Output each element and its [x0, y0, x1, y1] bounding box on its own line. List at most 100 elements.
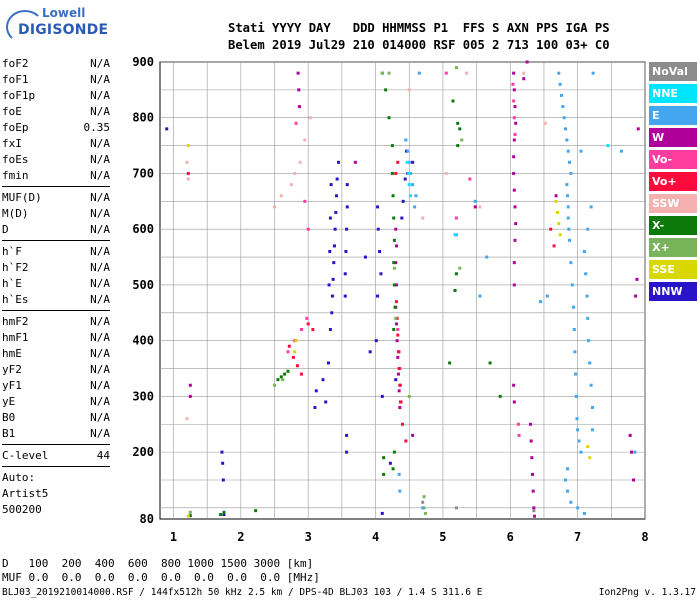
echo-point — [522, 71, 526, 75]
echo-point — [388, 461, 392, 465]
y-tick-label: 200 — [132, 445, 154, 459]
echo-point — [565, 138, 569, 142]
echo-point — [411, 160, 415, 164]
echo-point — [411, 433, 415, 437]
echo-point — [407, 160, 411, 164]
param-value: N/A — [90, 153, 110, 166]
echo-point — [584, 272, 588, 276]
echo-point — [328, 328, 332, 332]
echo-point — [552, 244, 556, 248]
param-row: D N/A — [2, 222, 110, 238]
echo-point — [299, 328, 303, 332]
legend-item: SSW — [649, 194, 697, 213]
echo-point — [380, 394, 384, 398]
echo-point — [405, 160, 409, 164]
echo-point — [569, 261, 573, 265]
echo-point — [303, 199, 307, 203]
echo-point — [582, 511, 586, 515]
echo-point — [588, 361, 592, 365]
param-name: B1 — [2, 427, 16, 440]
echo-point — [330, 294, 334, 298]
d-label: D — [2, 557, 9, 570]
logo-digisonde: DIGISONDE — [18, 22, 109, 38]
param-row: yF2 N/A — [2, 362, 110, 378]
echo-point — [306, 227, 310, 231]
echo-point — [422, 495, 426, 499]
echo-point — [185, 160, 189, 164]
echo-point — [392, 283, 396, 287]
y-tick-label: 900 — [132, 55, 154, 69]
param-name: MUF(D) — [2, 191, 42, 204]
echo-point — [186, 177, 190, 181]
x-tick-label: 1 — [170, 530, 177, 544]
echo-point — [287, 344, 291, 348]
echo-point — [353, 160, 357, 164]
echo-point — [566, 205, 570, 209]
echo-point — [576, 428, 580, 432]
echo-point — [498, 394, 502, 398]
panel-divider — [2, 186, 110, 187]
x-tick-label: 3 — [305, 530, 312, 544]
echo-point — [327, 283, 331, 287]
d-values: 100 200 400 600 800 1000 1500 3000 [km] — [8, 557, 314, 570]
param-name: hmF1 — [2, 331, 29, 344]
echo-point — [460, 138, 464, 142]
echo-point — [454, 506, 458, 510]
echo-point — [569, 500, 573, 504]
echo-point — [328, 249, 332, 253]
echo-point — [512, 88, 516, 92]
echo-point — [387, 71, 391, 75]
echo-point — [628, 433, 632, 437]
echo-point — [635, 277, 639, 281]
echo-point — [407, 88, 411, 92]
echo-point — [333, 227, 337, 231]
panel-divider — [2, 310, 110, 311]
param-name: hmE — [2, 347, 22, 360]
echo-point — [512, 71, 516, 75]
echo-point — [539, 300, 543, 304]
param-name: yF2 — [2, 363, 22, 376]
logo-arc-icon — [6, 10, 44, 44]
param-value: N/A — [90, 363, 110, 376]
echo-point — [579, 149, 583, 153]
echo-point — [532, 509, 536, 513]
echo-point — [576, 506, 580, 510]
echo-point — [343, 294, 347, 298]
param-name: foEp — [2, 121, 29, 134]
param-value: N/A — [90, 411, 110, 424]
echo-point — [221, 461, 225, 465]
echo-point — [345, 450, 349, 454]
echo-point — [396, 372, 400, 376]
echo-point — [591, 71, 595, 75]
param-value: N/A — [90, 57, 110, 70]
echo-point — [512, 261, 516, 265]
param-value: 0.35 — [83, 121, 111, 134]
param-row: fmin N/A — [2, 168, 110, 184]
echo-point — [394, 322, 398, 326]
echo-point — [345, 183, 349, 187]
echo-point — [328, 216, 332, 220]
echo-point — [407, 394, 411, 398]
echo-point — [488, 361, 492, 365]
echo-point — [291, 355, 295, 359]
echo-point — [321, 378, 325, 382]
echo-point — [564, 478, 568, 482]
legend-item: X+ — [649, 238, 697, 257]
echo-point — [326, 361, 330, 365]
echo-point — [453, 289, 457, 292]
param-value: N/A — [90, 105, 110, 118]
echo-point — [517, 433, 521, 437]
echo-point — [577, 439, 581, 443]
echo-point — [296, 71, 300, 75]
param-name: h`Es — [2, 293, 29, 306]
echo-point — [222, 513, 226, 517]
panel-divider — [2, 240, 110, 241]
param-row: B0 N/A — [2, 410, 110, 426]
echo-point — [398, 383, 402, 387]
param-value: N/A — [90, 261, 110, 274]
echo-point — [421, 506, 425, 510]
echo-point — [293, 171, 297, 175]
param-name: B0 — [2, 411, 16, 424]
echo-point — [529, 439, 533, 443]
param-name: h`F2 — [2, 261, 29, 274]
